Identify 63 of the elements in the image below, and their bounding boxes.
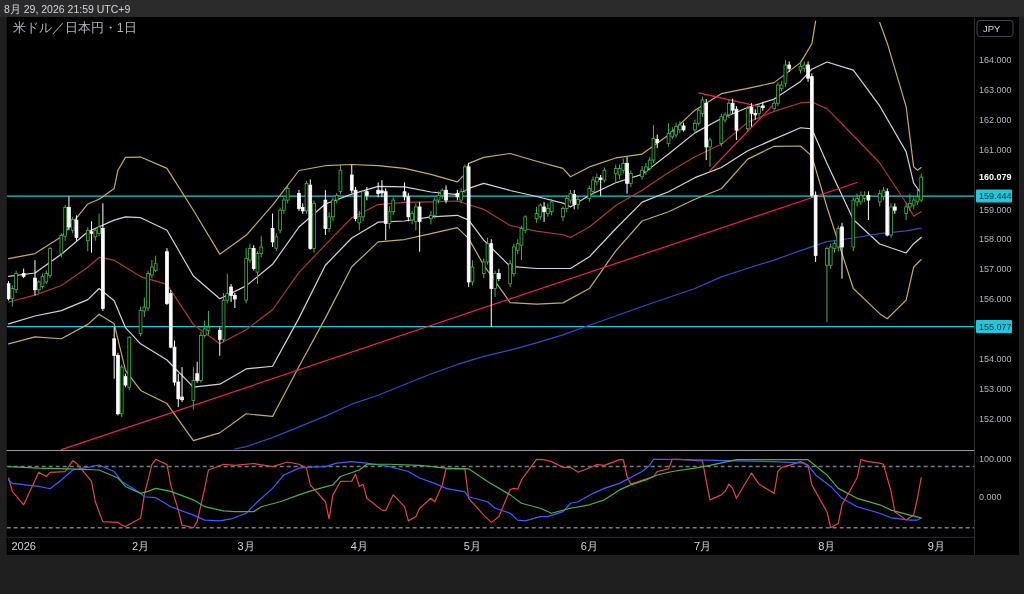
candlestick xyxy=(191,366,196,411)
candlestick xyxy=(598,174,603,197)
chart-title: 米ドル／日本円・1日 xyxy=(12,20,137,35)
y-tick-label: 159.000 xyxy=(979,204,1012,215)
x-tick-label: 9月 xyxy=(927,540,945,553)
y-tick-label: 153.000 xyxy=(979,383,1012,394)
line-series xyxy=(7,61,922,300)
x-tick-label: 4月 xyxy=(350,540,368,553)
x-tick-label: 6月 xyxy=(580,540,598,553)
candlestick xyxy=(776,81,780,107)
candlestick xyxy=(640,165,644,180)
candlestick xyxy=(625,156,629,195)
candlestick xyxy=(708,137,712,168)
y-tick-label: 158.000 xyxy=(979,234,1012,245)
y-tick-label: 163.000 xyxy=(979,85,1012,96)
candlestick xyxy=(825,246,829,323)
ref-line-label: 155.077 xyxy=(979,321,1012,332)
y-tick-label: 161.000 xyxy=(979,144,1012,155)
candlestick xyxy=(414,202,418,231)
y-tick-label: 156.000 xyxy=(979,294,1012,305)
line-series xyxy=(7,145,922,442)
x-tick-label: 8月 xyxy=(818,540,836,553)
candlestick xyxy=(493,270,497,298)
candlestick xyxy=(97,213,101,237)
line-series xyxy=(234,227,922,450)
y-tick-label: 0.000 xyxy=(979,492,1002,503)
y-tick-label: 152.000 xyxy=(979,413,1012,424)
text: 8月 29, 2026 21:59 UTC+9 xyxy=(4,2,131,15)
x-tick-label: 2026 xyxy=(11,540,36,553)
x-tick-label: 3月 xyxy=(237,540,255,553)
candlestick xyxy=(297,189,301,212)
ref-line-label: 159.444 xyxy=(979,191,1012,202)
candlestick xyxy=(206,310,211,336)
candlestick xyxy=(67,195,71,231)
candlestick xyxy=(745,105,750,133)
candlestick xyxy=(417,201,422,253)
candlestick xyxy=(546,202,550,218)
x-tick-label: 7月 xyxy=(693,540,712,553)
y-tick-label: 164.000 xyxy=(979,55,1012,66)
y-tick-label: 100.000 xyxy=(979,454,1012,465)
x-tick-label: 5月 xyxy=(463,540,481,553)
candlestick xyxy=(270,213,275,248)
candlestick xyxy=(836,225,841,252)
candlestick xyxy=(859,190,863,206)
x-tick-label: 2月 xyxy=(132,540,150,553)
line-series xyxy=(7,101,922,345)
candlestick xyxy=(757,102,761,118)
y-axis-title: JPY xyxy=(983,23,1002,34)
candlestick xyxy=(919,172,924,203)
candlestick xyxy=(180,366,184,403)
y-tick-label: 154.000 xyxy=(979,353,1012,364)
candlestick xyxy=(33,259,37,296)
candlestick xyxy=(195,361,199,384)
candlestick xyxy=(338,164,343,195)
candlestick xyxy=(576,195,580,210)
candlestick xyxy=(840,222,844,280)
y-tick-label: 157.000 xyxy=(979,264,1012,275)
candlestick xyxy=(6,280,11,301)
y-tick-label: 162.000 xyxy=(979,114,1012,125)
candlestick xyxy=(85,226,90,252)
text: 160.079 xyxy=(979,172,1012,183)
candlestick xyxy=(470,259,475,287)
candlestick xyxy=(542,201,546,223)
